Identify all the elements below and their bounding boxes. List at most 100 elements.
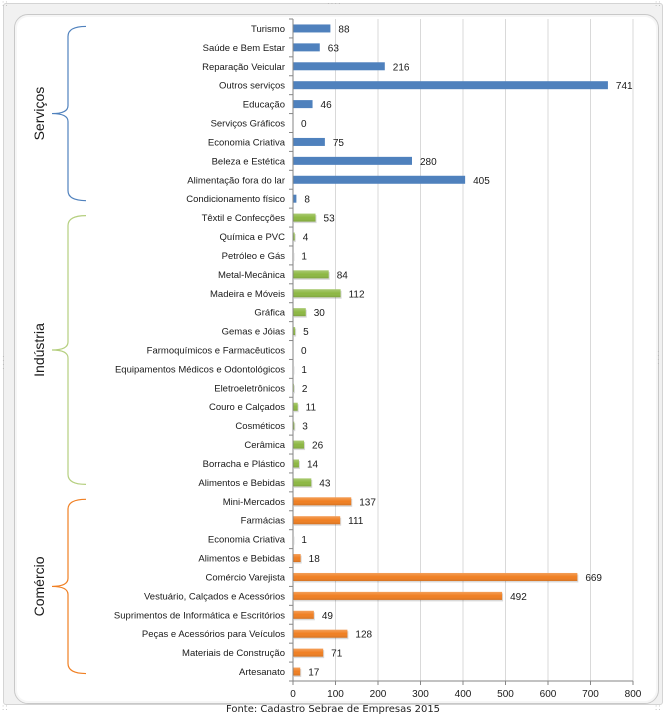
- group-bracket: [51, 25, 87, 202]
- bar-highlight: [293, 421, 295, 430]
- bar-highlight: [293, 327, 296, 336]
- category-label: Química e PVC: [220, 232, 286, 243]
- category-label: Vestuário, Calçados e Acessórios: [144, 591, 285, 602]
- resize-handle-top[interactable]: ····: [327, 0, 342, 8]
- bar: [293, 62, 385, 71]
- data-label: 280: [420, 157, 437, 168]
- bar-highlight: [293, 440, 305, 449]
- data-label: 46: [321, 100, 333, 111]
- category-label: Beleza e Estética: [212, 156, 286, 167]
- bar-highlight: [293, 459, 299, 468]
- category-label: Gemas e Jóias: [222, 327, 286, 338]
- data-label: 111: [348, 516, 364, 527]
- data-label: 0: [301, 119, 307, 130]
- data-label: 492: [510, 592, 527, 603]
- chart-plot-area: [14, 14, 659, 704]
- category-label: Cerâmica: [244, 440, 285, 451]
- bar-highlight: [293, 610, 314, 619]
- category-label: Comércio Varejista: [205, 572, 285, 583]
- bar-highlight: [293, 497, 352, 506]
- group-label: Comércio: [31, 556, 47, 616]
- data-label: 26: [312, 441, 324, 452]
- axes: 0 100 200 300 400 500 600 700 800: [289, 18, 642, 700]
- data-label: 405: [473, 176, 490, 187]
- category-label: Couro e Calçados: [209, 402, 285, 413]
- data-label: 741: [616, 81, 633, 92]
- bar-highlight: [293, 629, 348, 638]
- x-tick-label: 700: [582, 689, 599, 700]
- data-label: 88: [338, 24, 350, 35]
- category-label: Alimentação fora do lar: [187, 175, 285, 186]
- bar: [293, 156, 412, 165]
- category-label: Mini-Mercados: [223, 497, 286, 508]
- bar-highlight: [293, 667, 301, 676]
- resize-handle-right[interactable]: · · · ·: [657, 347, 661, 368]
- data-label: 17: [308, 668, 320, 679]
- data-label: 14: [307, 459, 319, 470]
- resize-handle-bottom[interactable]: ····: [327, 705, 342, 714]
- resize-handle-top-right[interactable]: ::: [655, 0, 662, 8]
- bar-highlight: [293, 308, 306, 317]
- data-label: 75: [333, 138, 345, 149]
- category-label: Alimentos e Bebidas: [198, 478, 285, 489]
- bar-shadow: [294, 385, 295, 394]
- category-label: Suprimentos de Informática e Escritórios: [114, 610, 285, 621]
- data-label: 43: [319, 478, 331, 489]
- bar-highlight: [293, 572, 578, 581]
- chart-frame: [3, 3, 663, 705]
- bars: [293, 24, 608, 678]
- x-tick-label: 200: [370, 689, 387, 700]
- group-bracket: [51, 498, 87, 675]
- data-label: 4: [303, 233, 309, 244]
- group-label: Indústria: [31, 323, 47, 377]
- labels: Turismo 88 Saúde e Bem Estar 63 Reparação Ve…: [114, 24, 633, 679]
- data-label: 1: [301, 365, 307, 376]
- bar-highlight: [293, 648, 324, 657]
- x-tick-label: 500: [497, 689, 514, 700]
- category-label: Borracha e Plástico: [203, 459, 285, 470]
- bar-highlight: [293, 270, 329, 279]
- category-label: Saúde e Bem Estar: [203, 43, 285, 54]
- bar-highlight: [293, 478, 312, 487]
- x-tick-label: 300: [412, 689, 429, 700]
- bar-highlight: [293, 213, 316, 222]
- resize-handle-bottom-right[interactable]: ::: [655, 703, 662, 712]
- gridlines: [335, 19, 634, 681]
- category-label: Condicionamento físico: [186, 194, 285, 205]
- source-note: Fonte: Cadastro Sebrae de Empresas 2015: [225, 704, 441, 715]
- bar: [293, 43, 320, 52]
- data-label: 112: [349, 289, 365, 300]
- category-label: Economia Criativa: [208, 137, 286, 148]
- category-label: Eletroeletrônicos: [214, 383, 285, 394]
- data-label: 30: [314, 308, 326, 319]
- category-label: Outros serviços: [219, 81, 285, 92]
- data-label: 1: [301, 251, 307, 262]
- bar-highlight: [293, 402, 298, 411]
- bar-shadow: [294, 234, 296, 243]
- category-label: Gráfica: [254, 308, 285, 319]
- data-label: 18: [309, 554, 321, 565]
- data-label: 1: [301, 535, 307, 546]
- category-label: Reparação Veicular: [202, 62, 285, 73]
- resize-handle-left[interactable]: · · · ·: [2, 352, 6, 373]
- bar: [293, 100, 313, 109]
- bar-highlight: [293, 232, 295, 241]
- bar: [293, 194, 297, 203]
- category-label: Petróleo e Gás: [222, 251, 286, 262]
- x-tick-label: 600: [540, 689, 557, 700]
- category-label: Economia Criativa: [208, 535, 286, 546]
- category-label: Madeira e Móveis: [210, 289, 285, 300]
- data-label: 128: [355, 630, 372, 641]
- bar-highlight: [293, 554, 301, 563]
- resize-handle-top-left[interactable]: ::: [2, 0, 9, 8]
- bar-highlight: [293, 516, 341, 525]
- resize-handle-bottom-left[interactable]: ::: [2, 703, 9, 712]
- group-bracket: [51, 215, 87, 485]
- x-tick-label: 400: [455, 689, 472, 700]
- bar: [293, 137, 325, 146]
- x-tick-label: 800: [625, 689, 642, 700]
- category-label: Materiais de Construção: [182, 648, 285, 659]
- group-brackets: Serviços Indústria Comércio: [31, 25, 87, 675]
- bar: [293, 24, 331, 33]
